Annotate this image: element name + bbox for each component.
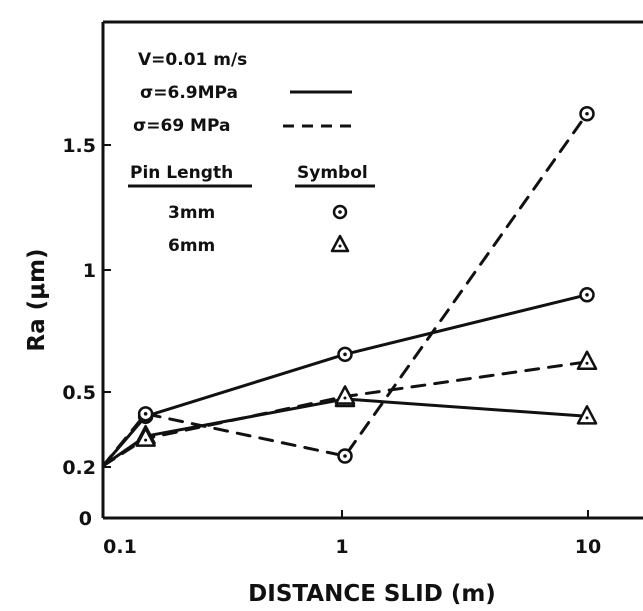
legend-symbol-header: Symbol: [297, 163, 368, 183]
legend-pin-length-header: Pin Length: [130, 163, 233, 183]
data-point-s2-p3: [579, 106, 595, 122]
series-line-3: [101, 360, 589, 468]
legend-triangle-marker: [330, 234, 350, 253]
y-tick-label-4: 1.5: [62, 135, 96, 157]
y-tick-label-2: 0.5: [62, 382, 96, 404]
data-point-s0-p3: [579, 287, 595, 303]
legend-velocity: V=0.01 m/s: [138, 50, 247, 70]
y-axis-title: Ra (μm): [24, 248, 50, 351]
y-tick-label-3: 1: [83, 260, 96, 282]
data-point-s3-p1: [135, 427, 156, 447]
x-axis-title: DISTANCE SLID (m): [248, 581, 496, 607]
data-point-s3-p2: [334, 385, 356, 405]
legend-stress-solid-label: σ=6.9MPa: [140, 83, 238, 103]
data-point-s2-p1: [137, 406, 154, 422]
data-point-s0-p2: [337, 346, 353, 363]
legend-pin-3mm: 3mm: [168, 203, 215, 223]
y-ticks: 0 0.2 0.5 1 1.5: [62, 135, 111, 530]
legend-stress-dashed-label: σ=69 MPa: [133, 116, 230, 136]
x-tick-label-2: 10: [575, 536, 601, 558]
legend-circle-marker: [332, 204, 348, 220]
series-line-2: [101, 112, 589, 468]
series-lines: [101, 112, 589, 468]
x-ticks: 0.1 1 10: [102, 510, 601, 558]
legend: V=0.01 m/s σ=6.9MPa σ=69 MPa Pin Length …: [128, 50, 375, 256]
data-point-s1-p3: [576, 405, 598, 425]
x-tick-label-0: 0.1: [103, 536, 137, 558]
x-tick-label-1: 1: [335, 536, 348, 558]
series-line-0: [101, 293, 589, 468]
data-point-s2-p2: [337, 448, 353, 464]
data-point-s3-p3: [576, 350, 598, 371]
y-tick-label-1: 0.2: [62, 457, 96, 479]
legend-pin-6mm: 6mm: [168, 236, 215, 256]
y-tick-label-0: 0: [79, 508, 92, 530]
series-markers: [135, 106, 598, 464]
